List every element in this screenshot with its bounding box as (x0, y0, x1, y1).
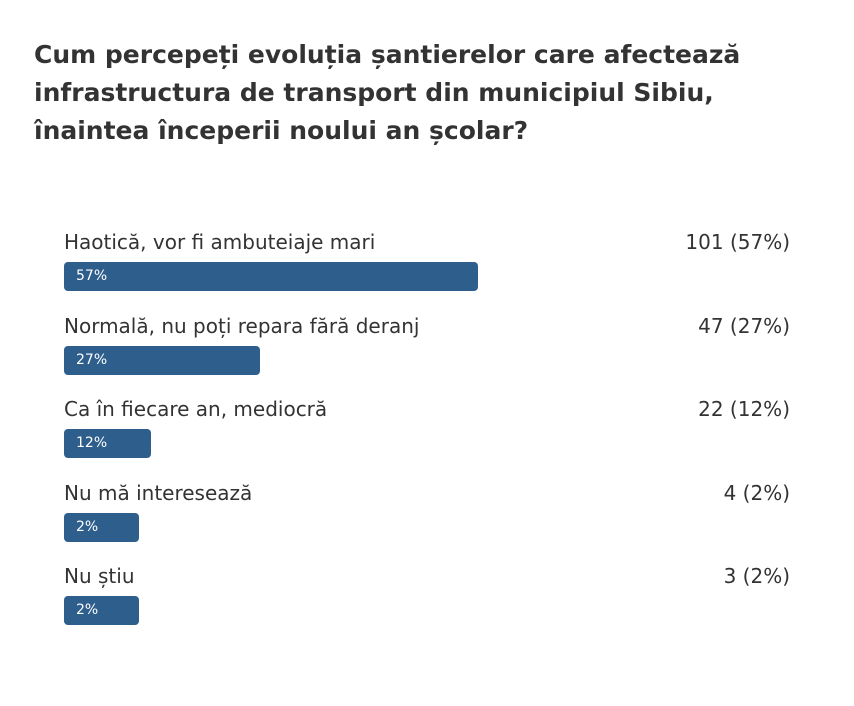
bar-percent-label: 2% (76, 518, 99, 535)
result-bar: 2% (64, 512, 139, 542)
option-label: Normală, nu poți repara fără deranj (64, 313, 420, 338)
bar-percent-label: 2% (76, 602, 99, 618)
option-result: 22 (12%) (698, 397, 790, 421)
poll-option: Haotică, vor fi ambuteiaje mari 101 (57%)… (64, 228, 790, 294)
option-label: Ca în fiecare an, mediocră (64, 397, 328, 421)
poll-question: Cum percepeți evoluția șantierelor care … (34, 40, 741, 145)
option-label: Nu mă interesează (64, 480, 253, 505)
poll-option: Nu știu 3 (2%) 2% (64, 562, 790, 628)
result-bar: 2% (64, 596, 139, 625)
bar-percent-label: 57% (76, 268, 108, 284)
poll-option: Nu mă interesează 4 (2%) 2% (64, 479, 790, 545)
bar-percent-label: 27% (76, 351, 108, 368)
bar-percent-label: 12% (76, 435, 108, 451)
result-bar: 12% (64, 429, 151, 458)
poll-option: Normală, nu poți repara fără deranj 47 (2… (64, 312, 790, 378)
option-result: 101 (57%) (685, 230, 790, 254)
poll-option: Ca în fiecare an, mediocră 22 (12%) 12% (64, 395, 790, 461)
option-result: 4 (2%) (723, 480, 790, 505)
option-label: Nu știu (64, 564, 135, 588)
option-label: Haotică, vor fi ambuteiaje mari (64, 230, 376, 254)
result-bar: 57% (64, 262, 478, 291)
option-result: 47 (27%) (698, 313, 790, 338)
result-bar: 27% (64, 345, 260, 375)
option-result: 3 (2%) (723, 564, 790, 588)
